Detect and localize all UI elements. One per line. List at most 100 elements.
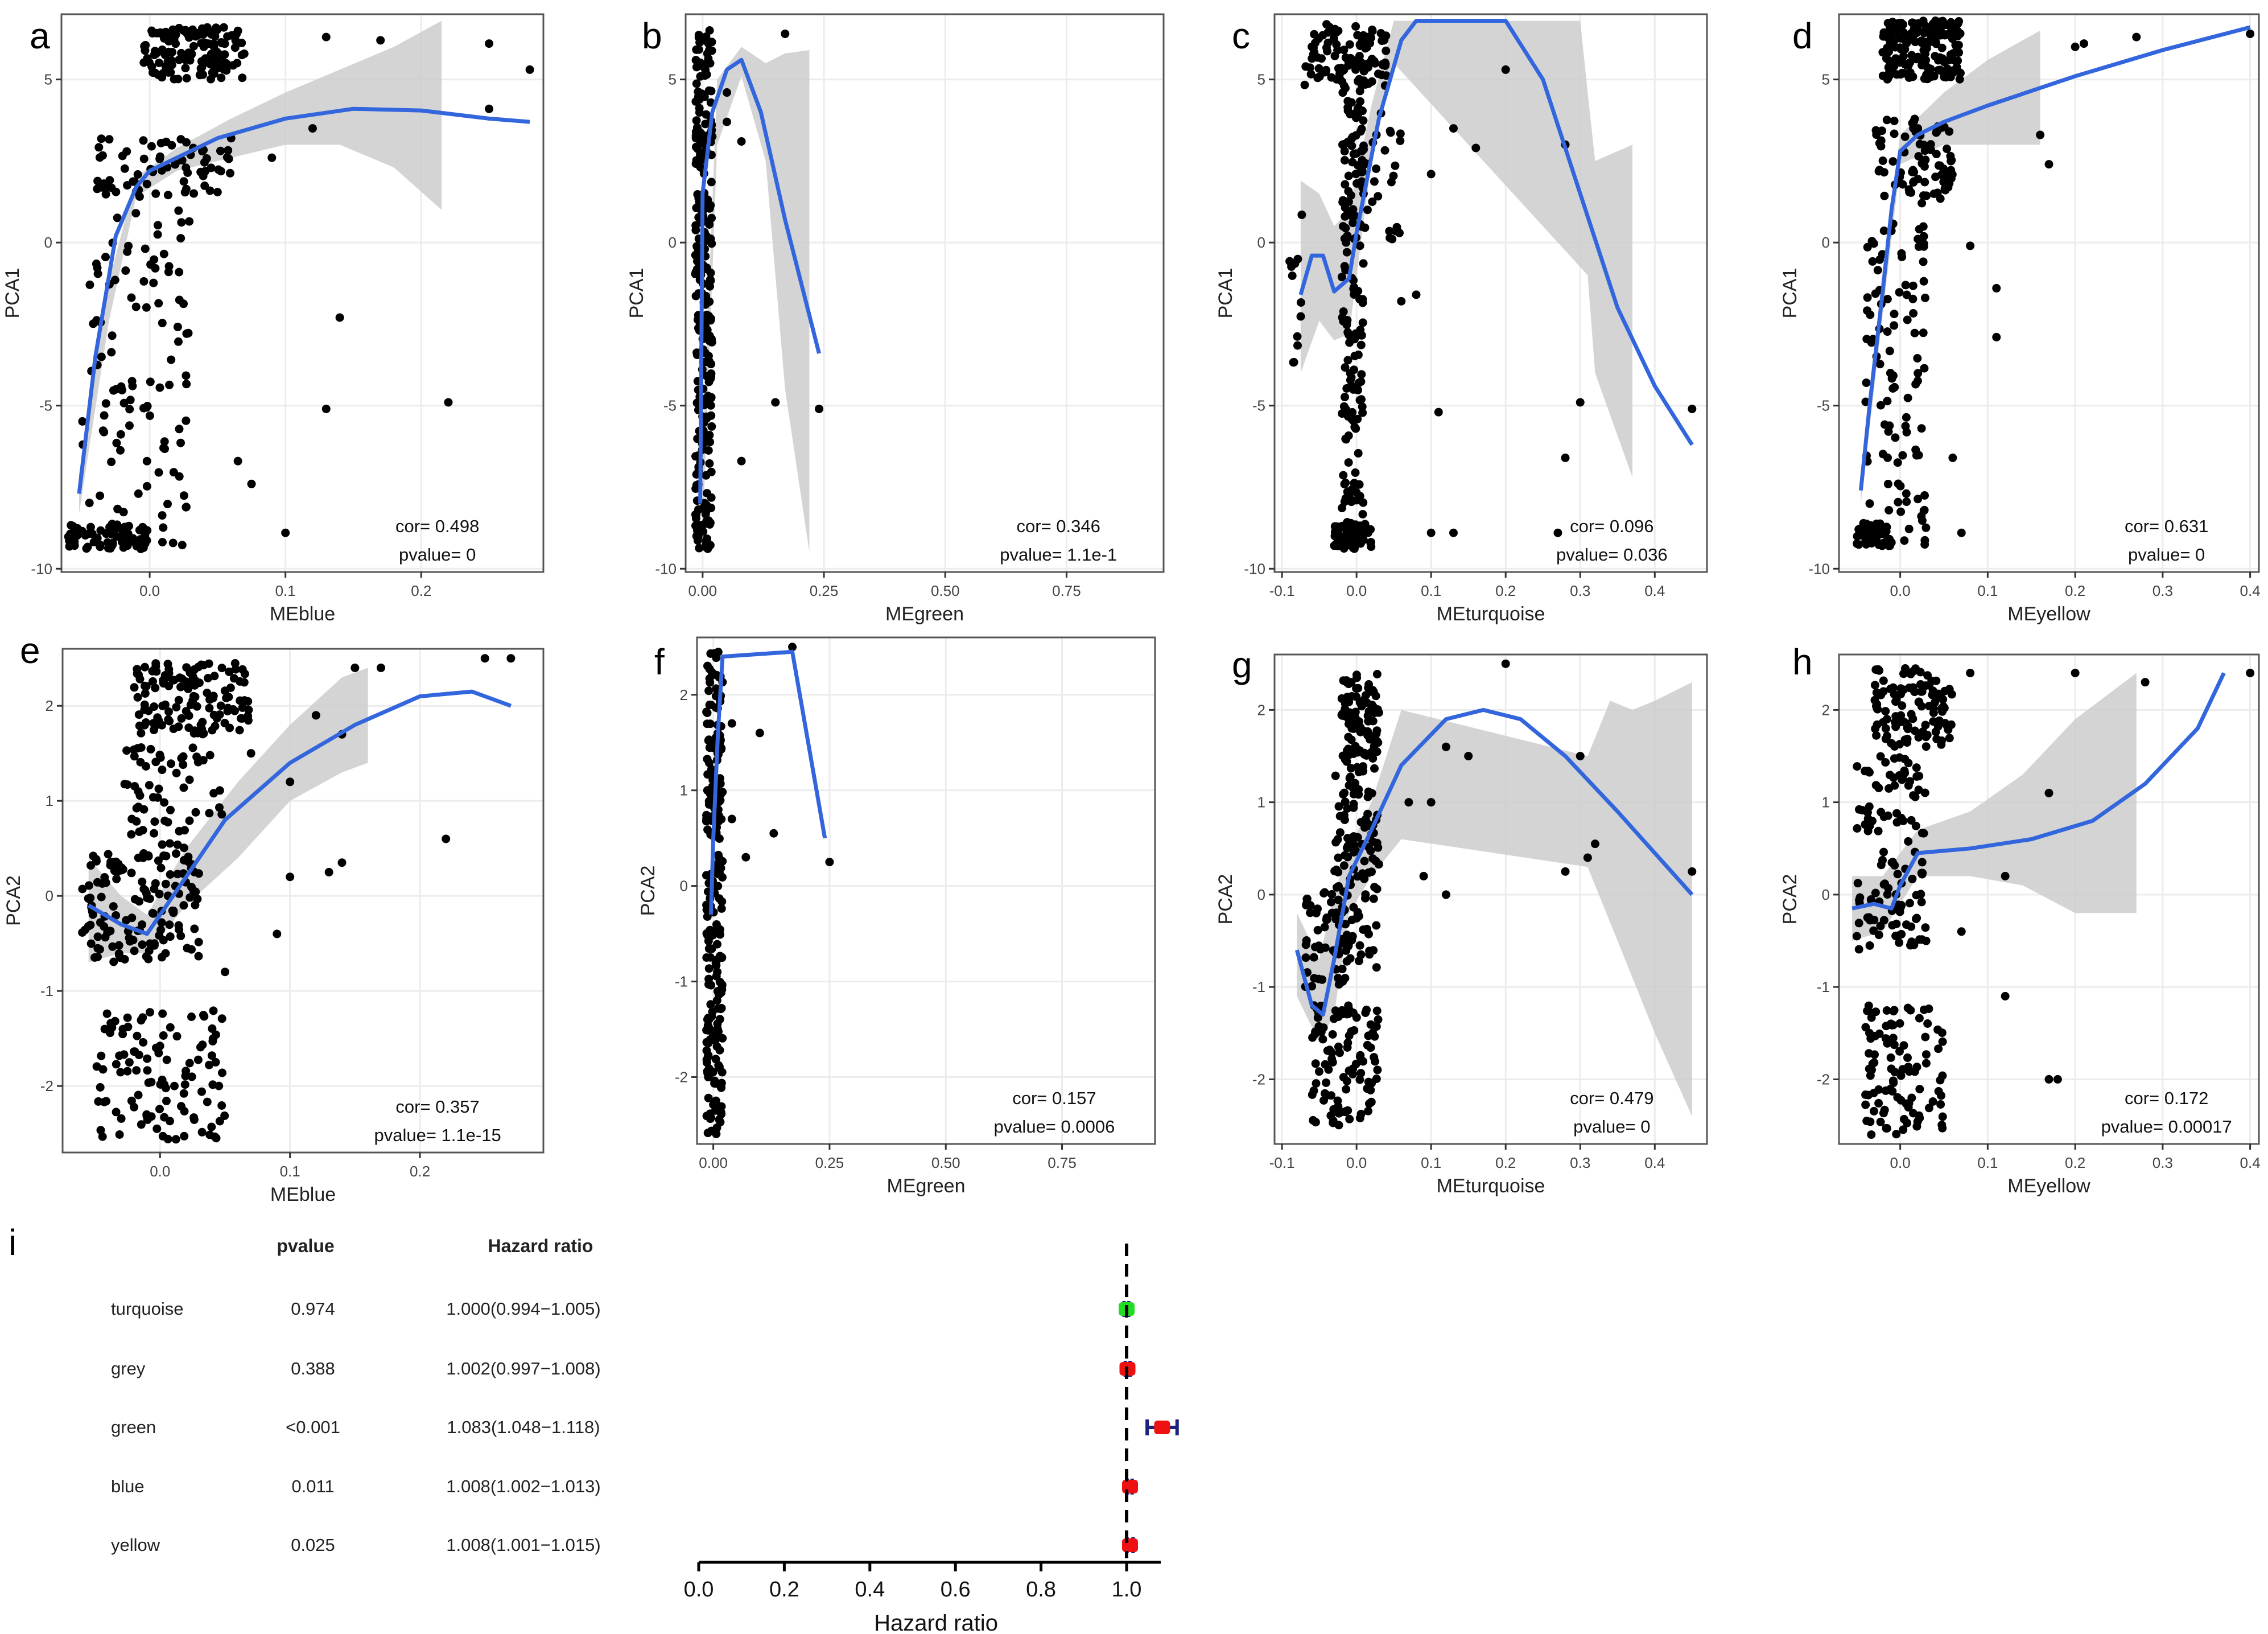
data-point xyxy=(176,438,185,447)
data-point xyxy=(1919,232,1928,241)
data-point xyxy=(1907,816,1916,825)
data-point xyxy=(205,186,215,195)
data-point xyxy=(1935,716,1944,725)
data-point xyxy=(172,849,180,858)
data-point xyxy=(1356,950,1366,959)
data-point xyxy=(188,672,197,681)
data-point xyxy=(1590,839,1599,849)
data-point xyxy=(1369,894,1378,903)
data-point xyxy=(1342,1076,1351,1085)
data-point xyxy=(1344,458,1353,467)
data-point xyxy=(1359,157,1368,166)
data-point xyxy=(1426,170,1436,179)
data-point xyxy=(1863,293,1872,302)
data-point xyxy=(1922,70,1931,79)
smooth-fit-line xyxy=(1858,25,2251,491)
data-point xyxy=(1311,1059,1320,1068)
data-point xyxy=(1583,853,1592,862)
x-axis-title: MEturquoise xyxy=(1437,603,1545,625)
data-point xyxy=(164,707,173,716)
data-point xyxy=(1345,1114,1354,1123)
data-point xyxy=(173,322,182,331)
data-point xyxy=(216,701,225,710)
data-point xyxy=(247,479,256,488)
data-point xyxy=(118,528,127,537)
y-axis-title: PCA2 xyxy=(1215,874,1236,925)
x-tick-label: 0.0 xyxy=(150,1163,170,1180)
data-point xyxy=(1338,504,1347,513)
data-point xyxy=(1955,75,1964,84)
data-point xyxy=(1853,879,1862,888)
data-point xyxy=(118,385,126,394)
data-point xyxy=(85,499,94,508)
data-point xyxy=(707,422,716,431)
data-point xyxy=(1918,829,1927,838)
data-point xyxy=(1938,1112,1947,1121)
data-point xyxy=(125,1058,134,1067)
data-point xyxy=(231,36,240,45)
data-point xyxy=(165,380,174,389)
y-tick-label: 2 xyxy=(680,686,688,703)
data-point xyxy=(1922,44,1931,53)
data-point xyxy=(164,715,173,724)
forest-row-green: green <0.001 1.083(1.048−1.118) xyxy=(111,1417,1179,1437)
data-point xyxy=(1888,1086,1897,1096)
data-point xyxy=(712,920,721,929)
data-point xyxy=(191,900,200,909)
data-point xyxy=(1340,816,1349,824)
pvalue-label: pvalue= 0 xyxy=(2128,545,2205,565)
data-point xyxy=(158,73,167,82)
data-point xyxy=(1873,266,1882,275)
data-point xyxy=(691,221,700,230)
data-point xyxy=(1879,32,1888,41)
data-point xyxy=(691,514,700,523)
data-point xyxy=(1908,281,1918,290)
data-point xyxy=(183,168,192,177)
data-point xyxy=(1878,541,1887,550)
data-point xyxy=(151,879,160,888)
data-point xyxy=(215,803,224,812)
data-point xyxy=(1340,262,1349,271)
data-point xyxy=(226,684,235,692)
data-point xyxy=(1359,767,1367,776)
data-point xyxy=(1868,257,1877,266)
smooth-fit-line xyxy=(709,649,827,915)
data-point xyxy=(1341,851,1350,860)
data-point xyxy=(702,471,711,480)
data-point xyxy=(1957,528,1966,537)
data-point xyxy=(702,1026,711,1035)
data-point xyxy=(138,877,147,886)
data-point xyxy=(97,1051,106,1060)
panel-border xyxy=(684,13,1165,573)
data-point xyxy=(96,491,105,500)
data-point xyxy=(1912,451,1921,460)
data-point xyxy=(124,241,133,250)
data-point xyxy=(2001,991,2010,1001)
data-point xyxy=(480,654,489,663)
data-point xyxy=(1919,506,1928,515)
data-point xyxy=(321,404,331,413)
data-point xyxy=(156,1080,165,1089)
data-point xyxy=(110,526,119,535)
data-point xyxy=(1293,332,1302,341)
data-point xyxy=(172,1032,182,1041)
data-point xyxy=(158,840,167,849)
x-tick-label: 0.75 xyxy=(1052,582,1081,599)
data-point xyxy=(159,679,168,688)
y-tick-label: 5 xyxy=(44,71,52,88)
data-point xyxy=(1903,315,1912,324)
data-point xyxy=(102,1009,112,1018)
y-tick-label: -2 xyxy=(1817,1071,1830,1088)
data-point xyxy=(1342,236,1351,245)
pvalue-value: <0.001 xyxy=(286,1417,340,1437)
data-point xyxy=(1863,530,1873,540)
data-point xyxy=(205,809,214,818)
data-point xyxy=(159,1031,168,1040)
data-point xyxy=(162,1096,171,1105)
data-point xyxy=(235,726,244,735)
data-point xyxy=(1920,162,1929,171)
data-point xyxy=(182,74,191,83)
data-point xyxy=(1306,69,1316,79)
data-point xyxy=(1890,742,1899,751)
data-point xyxy=(1346,772,1355,781)
